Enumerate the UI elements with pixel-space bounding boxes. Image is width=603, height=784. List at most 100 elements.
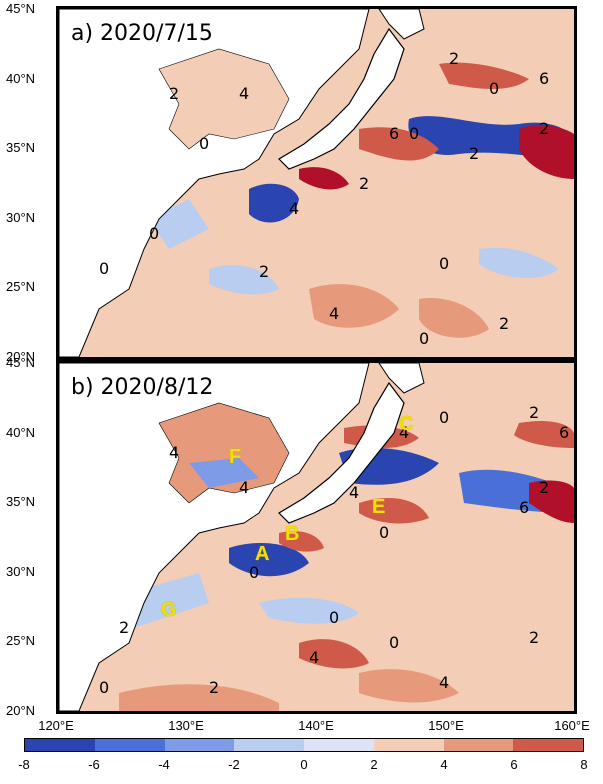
contour-label: 0 xyxy=(149,224,159,243)
contour-label: 2 xyxy=(529,628,539,647)
land-asia xyxy=(59,9,370,357)
contour-label: 6 xyxy=(389,124,399,143)
colorbar-tick-label: 4 xyxy=(440,757,448,772)
negative-anomaly-region xyxy=(479,247,559,279)
land-japan xyxy=(278,27,405,170)
contour-label: 2 xyxy=(539,478,549,497)
contour-label: 6 xyxy=(539,69,549,88)
lat-label: 30°N xyxy=(6,563,36,579)
land-asia xyxy=(59,363,370,711)
lat-label: 25°N xyxy=(6,279,36,295)
contour-label: 2 xyxy=(359,174,369,193)
colorbar-tick-label: -4 xyxy=(158,757,170,772)
positive-anomaly-region xyxy=(299,167,349,190)
positive-anomaly-region xyxy=(359,498,429,524)
contour-label: 2 xyxy=(169,84,179,103)
contour-label: 0 xyxy=(439,408,449,427)
marker-c: C xyxy=(399,413,414,435)
contour-label: 0 xyxy=(389,633,399,652)
contour-label: 2 xyxy=(259,262,269,281)
land-japan xyxy=(278,381,405,524)
colorbar-tick-label: 2 xyxy=(370,757,378,772)
colorbar-tick-label: -6 xyxy=(88,757,100,772)
lat-label: 25°N xyxy=(6,633,36,649)
lon-label: 140°E xyxy=(298,718,334,733)
map-panel-b-canvas xyxy=(59,363,574,711)
lon-label: 130°E xyxy=(168,718,204,733)
contour-label: 0 xyxy=(379,523,389,542)
contour-label: 0 xyxy=(439,254,449,273)
positive-anomaly-region xyxy=(119,684,279,711)
colorbar-tick-label: 6 xyxy=(510,757,518,772)
contour-label: 2 xyxy=(209,678,219,697)
marker-g: G xyxy=(161,599,177,621)
lon-label: 160°E xyxy=(554,718,590,733)
colorbar-tick-label: 8 xyxy=(580,757,588,772)
negative-anomaly-region xyxy=(259,597,359,624)
marker-e: E xyxy=(372,496,386,518)
contour-label: 6 xyxy=(519,498,529,517)
contour-label: 0 xyxy=(249,563,259,582)
colorbar-segment xyxy=(513,739,583,751)
positive-anomaly-region xyxy=(439,62,529,89)
colorbar-tick-label: 0 xyxy=(300,757,308,772)
contour-label: 2 xyxy=(449,49,459,68)
lat-label: 35°N xyxy=(6,140,36,156)
marker-a: A xyxy=(255,543,270,565)
contour-label: 2 xyxy=(499,314,509,333)
lat-label: 40°N xyxy=(6,424,36,440)
negative-anomaly-region xyxy=(229,543,309,577)
positive-anomaly-region xyxy=(279,531,324,552)
positive-anomaly-region xyxy=(359,127,439,161)
contour-label: 4 xyxy=(399,423,409,442)
land-hokkaido xyxy=(378,9,425,40)
panel-title: a) 2020/7/15 xyxy=(71,21,213,46)
panel-title: b) 2020/8/12 xyxy=(71,375,214,400)
contour-label: 4 xyxy=(289,199,299,218)
lat-label: 35°N xyxy=(6,494,36,510)
lat-label: 20°N xyxy=(6,703,36,718)
contour-label: 0 xyxy=(99,678,109,697)
contour-label: 2 xyxy=(119,618,129,637)
contour-label: 2 xyxy=(469,144,479,163)
colorbar-tick-label: -8 xyxy=(18,757,30,772)
lat-label: 40°N xyxy=(6,70,36,86)
contour-label: 2 xyxy=(539,119,549,138)
colorbar-tick-label: -2 xyxy=(228,757,240,772)
contour-label: 0 xyxy=(329,608,339,627)
positive-anomaly-region xyxy=(359,669,459,703)
contour-label: 4 xyxy=(329,304,339,323)
negative-anomaly-region xyxy=(249,183,299,223)
lon-label: 150°E xyxy=(428,718,464,733)
land-hokkaido xyxy=(378,363,425,394)
contour-label: 4 xyxy=(169,443,179,462)
colorbar-segment xyxy=(25,739,95,751)
marker-b: B xyxy=(285,523,300,545)
positive-anomaly-region xyxy=(299,639,369,669)
contour-label: 6 xyxy=(559,423,569,442)
contour-label: 4 xyxy=(349,483,359,502)
negative-anomaly-region xyxy=(189,458,259,488)
lat-label: 20°N xyxy=(6,349,36,364)
positive-anomaly-region xyxy=(309,284,399,328)
positive-anomaly-region xyxy=(419,298,489,338)
contour-label: 0 xyxy=(489,79,499,98)
contour-label: 4 xyxy=(439,673,449,692)
contour-label: 4 xyxy=(239,84,249,103)
positive-anomaly-region xyxy=(519,125,574,179)
sea-of-japan-area xyxy=(158,48,290,150)
colorbar-segment xyxy=(94,739,165,751)
contour-label: 0 xyxy=(199,134,209,153)
positive-anomaly-region xyxy=(529,480,574,523)
lat-label: 45°N xyxy=(6,355,36,370)
marker-f: F xyxy=(229,446,242,468)
colorbar xyxy=(24,738,584,752)
colorbar-segment xyxy=(443,739,514,751)
colorbar-segment xyxy=(373,739,444,751)
contour-label: 0 xyxy=(419,329,429,348)
lat-label: 45°N xyxy=(6,1,36,16)
contour-label: 2 xyxy=(529,403,539,422)
